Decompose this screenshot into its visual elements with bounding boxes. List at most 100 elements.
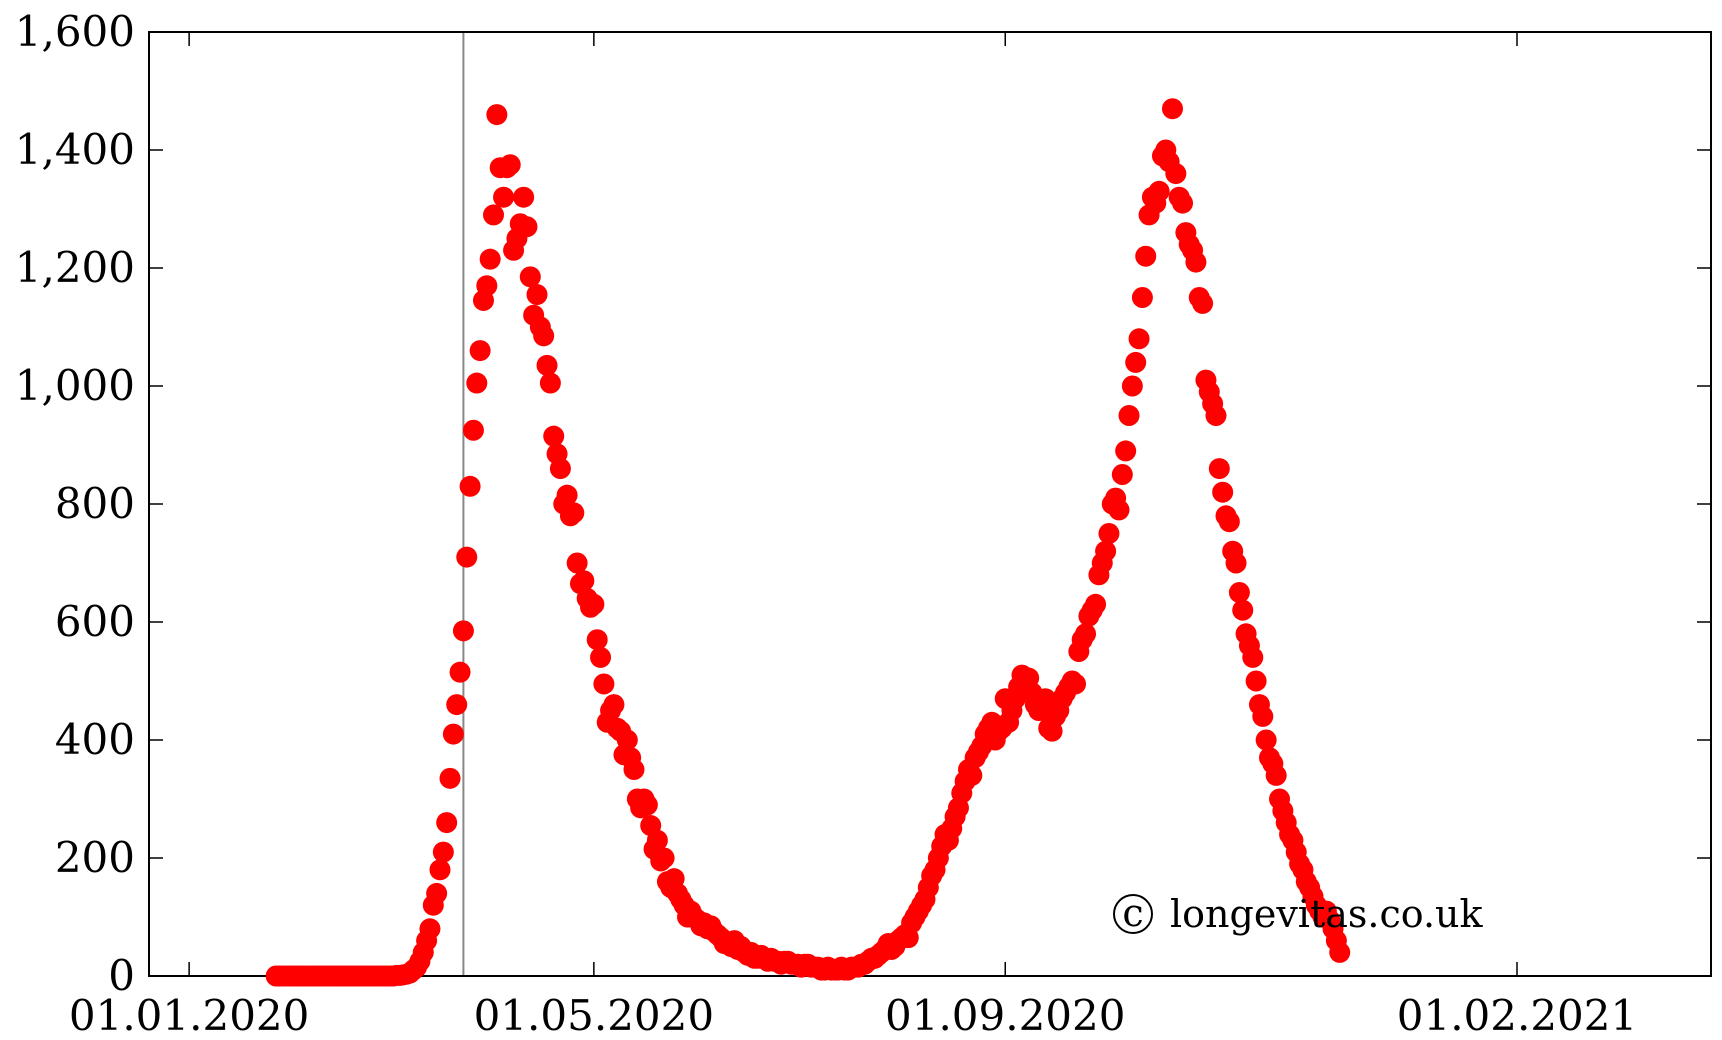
x-tick-label: 01.05.2020 <box>474 991 714 1040</box>
data-point <box>469 340 491 362</box>
data-point <box>479 248 501 270</box>
data-point <box>432 841 454 863</box>
data-point <box>1228 582 1250 603</box>
data-point <box>1064 673 1086 695</box>
data-point <box>516 216 538 238</box>
data-point <box>961 764 983 786</box>
data-point <box>556 484 578 506</box>
data-point <box>566 552 588 574</box>
data-point <box>452 620 474 642</box>
data-point <box>1172 192 1194 214</box>
data-point <box>1192 292 1214 314</box>
copyright-icon <box>1113 894 1153 934</box>
data-point <box>519 266 541 288</box>
data-point <box>1118 405 1140 426</box>
data-point <box>549 458 571 480</box>
watermark-text: longevitas.co.uk <box>1170 892 1483 936</box>
data-point <box>462 419 484 441</box>
data-point <box>1135 245 1157 267</box>
data-point <box>533 325 555 347</box>
data-point <box>1111 464 1133 485</box>
x-tick-label: 01.09.2020 <box>885 991 1125 1040</box>
y-tick-label: 1,600 <box>15 7 135 56</box>
data-point <box>456 546 478 568</box>
data-point <box>429 859 451 881</box>
plot-area-frame <box>148 31 1712 977</box>
data-point <box>439 767 461 789</box>
data-point <box>623 759 645 780</box>
data-point <box>616 729 638 751</box>
data-point <box>583 593 605 615</box>
y-tick-label: 400 <box>55 715 135 764</box>
data-point <box>1075 623 1097 645</box>
data-point <box>1165 163 1187 185</box>
data-point <box>513 186 535 208</box>
x-tick-label: 01.01.2020 <box>69 991 309 1040</box>
data-point <box>526 284 548 306</box>
data-point <box>1128 328 1150 350</box>
data-point <box>1205 405 1227 426</box>
data-point <box>483 204 505 226</box>
data-point <box>586 629 608 651</box>
data-point <box>603 694 625 716</box>
data-point <box>653 847 675 869</box>
data-point <box>493 186 515 208</box>
axis-ticks <box>149 31 1711 977</box>
data-point <box>1131 287 1153 308</box>
data-point <box>459 475 481 497</box>
data-point <box>1255 729 1277 751</box>
data-point <box>446 694 468 716</box>
data-point <box>539 372 561 394</box>
data-point <box>543 425 565 447</box>
data-point <box>1252 705 1274 727</box>
data-point <box>1161 98 1183 120</box>
y-tick-label: 800 <box>55 479 135 528</box>
data-point <box>436 812 458 834</box>
data-point <box>1095 540 1117 562</box>
data-point <box>1232 599 1254 621</box>
copyright-watermark: c longevitas.co.uk <box>1113 891 1483 936</box>
x-tick-label: 01.02.2021 <box>1397 991 1637 1040</box>
y-tick-label: 1,000 <box>15 361 135 410</box>
y-tick-label: 600 <box>55 597 135 646</box>
data-point <box>1185 251 1207 273</box>
data-point <box>1265 764 1287 786</box>
data-point <box>646 829 668 851</box>
data-point <box>636 794 658 816</box>
data-point <box>1125 351 1147 373</box>
data-point <box>466 372 488 394</box>
data-point <box>1085 593 1107 615</box>
data-point <box>1245 670 1267 692</box>
data-point <box>1218 511 1240 533</box>
data-point <box>426 882 448 904</box>
data-point <box>1225 552 1247 574</box>
y-tick-label: 1,400 <box>15 125 135 174</box>
data-point <box>1212 481 1234 503</box>
data-point <box>442 723 464 745</box>
data-point <box>563 502 585 524</box>
data-point <box>1108 499 1130 521</box>
data-point <box>1208 458 1230 480</box>
data-point <box>419 918 441 940</box>
data-point <box>593 673 615 695</box>
data-point <box>1242 646 1264 668</box>
data-point <box>1115 440 1137 462</box>
data-point <box>1148 180 1170 202</box>
data-point <box>590 646 612 668</box>
data-point <box>449 661 471 683</box>
data-point <box>1121 375 1143 397</box>
data-point <box>486 104 508 126</box>
tick-labels: 01.01.2020 01.05.2020 01.09.2020 01.02.2021… <box>15 7 1637 1040</box>
data-point <box>536 354 558 376</box>
data-point <box>476 275 498 297</box>
data-point <box>573 570 595 592</box>
y-tick-label: 200 <box>55 833 135 882</box>
y-tick-label: 1,200 <box>15 243 135 292</box>
copyright-symbol: c <box>1122 891 1143 935</box>
data-point <box>1329 941 1351 963</box>
y-tick-label: 0 <box>108 951 135 1000</box>
data-points <box>265 98 1351 987</box>
data-point <box>499 154 521 176</box>
data-point <box>1098 523 1120 544</box>
